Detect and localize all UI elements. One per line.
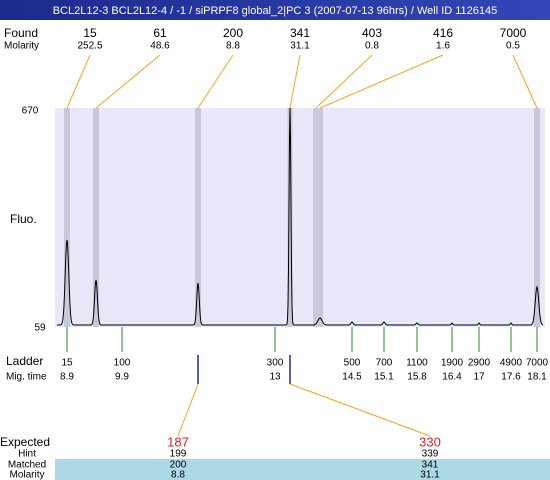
matched-band [55,459,550,480]
hint-label: Hint [18,449,36,460]
mig-time-value: 16.4 [442,372,462,383]
ladder-value: 1100 [406,358,428,369]
ladder-value: 100 [114,358,131,369]
matched-molarity-value: 31.1 [420,470,440,480]
molarity-value: 8.8 [226,41,240,52]
trace [57,107,544,326]
found-value: 61 [153,26,167,40]
found-value: 403 [362,26,382,40]
title-bar [0,0,550,20]
mig-time-label: Mig. time [6,372,47,383]
matched-value: 341 [422,460,439,471]
expected-value: 187 [167,434,189,449]
found-value: 15 [83,26,97,40]
hint-value: 199 [170,449,187,460]
matched-label: Matched [8,460,46,471]
ladder-value: 500 [344,358,361,369]
ladder-value: 1900 [441,358,464,369]
molarity-value: 0.8 [365,41,379,52]
molarity-label: Molarity [4,41,39,52]
matched-molarity-label: Molarity [9,470,44,480]
expected-label: Expected [0,435,50,449]
found-connector [512,54,538,109]
peak-band [317,108,323,327]
ladder-value: 7000 [526,358,549,369]
hint-value: 339 [422,449,439,460]
found-connector [289,54,301,109]
mig-time-value: 14.5 [342,372,362,383]
mig-time-value: 13 [269,372,281,383]
molarity-value: 31.1 [290,41,310,52]
y-axis-label: Fluo. [10,212,37,226]
ladder-value: 2900 [468,358,491,369]
molarity-value: 0.5 [506,41,520,52]
expected-value: 330 [419,434,441,449]
found-value: 200 [223,26,243,40]
plot-area [55,108,545,327]
peak-band [287,108,293,327]
found-value: 341 [290,26,310,40]
found-value: 7000 [500,26,527,40]
peak-band [93,108,99,327]
expected-connector [177,383,199,437]
ladder-value: 15 [61,358,73,369]
found-value: 416 [433,26,453,40]
expected-connector [289,383,431,437]
mig-time-value: 17.6 [501,372,521,383]
found-label: Found [4,26,38,40]
found-connector [319,54,444,109]
ladder-label: Ladder [6,354,43,368]
matched-value: 200 [170,460,187,471]
mig-time-value: 17 [473,372,485,383]
mig-time-value: 15.8 [407,372,427,383]
ladder-value: 4900 [500,358,523,369]
molarity-value: 252.5 [77,41,102,52]
mig-time-value: 8.9 [60,372,74,383]
peak-band [64,108,70,327]
ladder-value: 300 [267,358,284,369]
matched-molarity-value: 8.8 [171,470,185,480]
ladder-value: 700 [376,358,393,369]
peak-band [313,108,319,327]
found-connector [315,54,373,109]
peak-band [534,108,540,327]
title: BCL2L12-3 BCL2L12-4 / -1 / siPRPF8 globa… [53,5,498,17]
molarity-value: 48.6 [150,41,170,52]
mig-time-value: 9.9 [115,372,129,383]
y-bottom-label: 59 [34,323,46,334]
mig-time-value: 18.1 [527,372,547,383]
found-connector [197,54,234,109]
peak-band [195,108,201,327]
found-connector [95,54,161,109]
molarity-value: 1.6 [436,41,450,52]
y-top-label: 670 [22,106,39,117]
mig-time-value: 15.1 [374,372,394,383]
found-connector [66,54,91,109]
